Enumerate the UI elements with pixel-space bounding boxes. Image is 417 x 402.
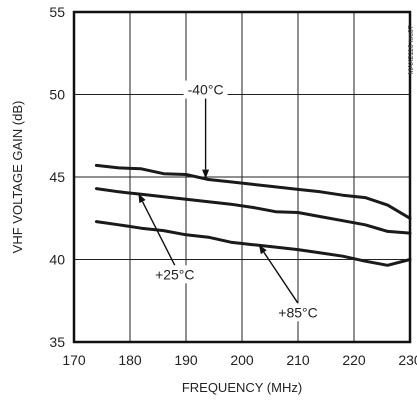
annotation-arrowhead <box>138 193 146 204</box>
series-group <box>94 163 412 267</box>
x-tick-label: 200 <box>230 352 254 368</box>
y-tick-label: 55 <box>49 4 65 20</box>
y-tick-label: 40 <box>49 252 65 268</box>
annotation-arrowhead <box>258 244 267 255</box>
annotation-leader <box>141 201 176 266</box>
y-tick-label: 45 <box>49 169 65 185</box>
annotation-arrowhead <box>202 169 210 179</box>
figure-id-mark: MAX2116 toc07 <box>408 25 415 74</box>
annotation-label-bg <box>152 265 197 284</box>
annotation-label-bg <box>276 303 320 322</box>
series-line-2 <box>94 220 412 267</box>
x-tick-labels: 170 180 190 200 210 220 230 <box>62 352 417 368</box>
grid <box>74 12 410 342</box>
x-tick-label: 190 <box>174 352 198 368</box>
annotation-label: -40°C <box>188 82 224 98</box>
y-tick-labels: 35 40 45 50 55 <box>49 4 65 350</box>
x-tick-label: 220 <box>342 352 366 368</box>
x-tick-label: 210 <box>286 352 310 368</box>
annotation-label: +25°C <box>155 266 194 282</box>
y-tick-label: 35 <box>49 334 65 350</box>
x-axis-title: FREQUENCY (MHz) <box>182 380 302 395</box>
y-tick-label: 50 <box>49 87 65 103</box>
series-line-1 <box>94 187 412 235</box>
annotation-leader <box>263 251 299 304</box>
x-tick-label: 230 <box>398 352 417 368</box>
series-line-0 <box>94 163 412 220</box>
annotation-group: -40°C +25°C +85°C <box>138 80 320 322</box>
plot-frame <box>72 10 412 344</box>
x-tick-label: 180 <box>118 352 142 368</box>
x-tick-label: 170 <box>62 352 86 368</box>
y-axis-title: VHF VOLTAGE GAIN (dB) <box>10 101 25 254</box>
annotation-label: +85°C <box>278 304 317 320</box>
annotation-label-bg <box>183 80 228 99</box>
